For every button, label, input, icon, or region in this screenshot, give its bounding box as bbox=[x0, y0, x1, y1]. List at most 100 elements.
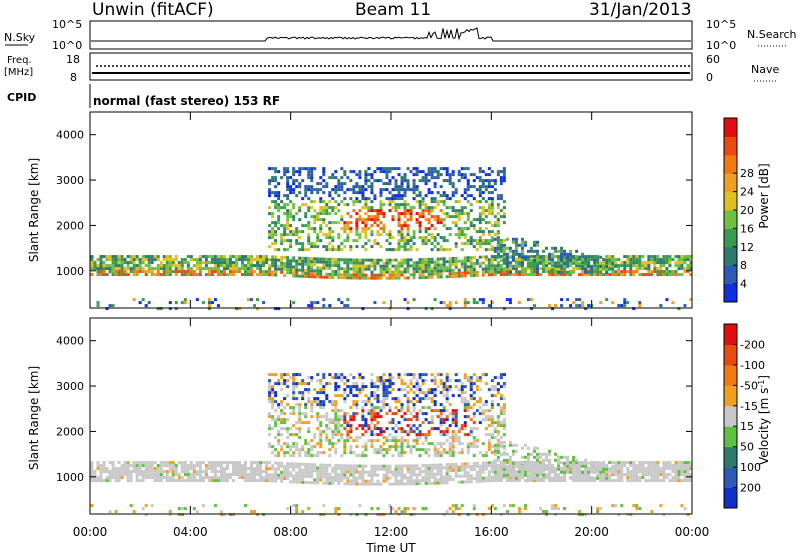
data-cell bbox=[337, 473, 341, 477]
data-cell bbox=[219, 476, 223, 480]
data-cell bbox=[379, 379, 383, 383]
data-cell bbox=[469, 442, 473, 446]
data-cell bbox=[499, 182, 503, 186]
data-cell bbox=[517, 470, 521, 474]
data-cell bbox=[343, 421, 347, 425]
data-cell bbox=[388, 445, 392, 449]
data-cell bbox=[523, 461, 527, 465]
data-cell bbox=[689, 467, 693, 471]
data-cell bbox=[629, 476, 633, 480]
data-cell bbox=[111, 461, 115, 465]
data-cell bbox=[662, 461, 666, 465]
data-cell bbox=[487, 479, 491, 483]
data-cell bbox=[472, 197, 476, 201]
data-cell bbox=[439, 263, 443, 267]
data-cell bbox=[478, 200, 482, 204]
data-cell bbox=[490, 191, 494, 195]
colorbar-segment bbox=[724, 265, 737, 285]
data-cell bbox=[346, 298, 350, 302]
data-cell bbox=[322, 385, 326, 389]
data-cell bbox=[361, 451, 365, 455]
data-cell bbox=[397, 388, 401, 392]
data-cell bbox=[445, 269, 449, 273]
data-cell bbox=[355, 476, 359, 480]
data-cell bbox=[277, 442, 281, 446]
data-cell bbox=[352, 376, 356, 380]
data-cell bbox=[114, 255, 118, 259]
ytick-label: 1000 bbox=[56, 265, 84, 278]
data-cell bbox=[144, 513, 148, 517]
data-cell bbox=[298, 262, 302, 266]
data-cell bbox=[442, 200, 446, 204]
data-cell bbox=[481, 273, 485, 277]
data-cell bbox=[174, 255, 178, 259]
data-cell bbox=[373, 301, 377, 305]
data-cell bbox=[316, 418, 320, 422]
data-cell bbox=[433, 215, 437, 219]
data-cell bbox=[186, 479, 190, 483]
data-cell bbox=[313, 230, 317, 234]
data-cell bbox=[352, 479, 356, 483]
data-cell bbox=[415, 267, 419, 271]
data-cell bbox=[566, 461, 570, 465]
data-cell bbox=[463, 268, 467, 272]
data-cell bbox=[403, 179, 407, 183]
data-cell bbox=[499, 248, 503, 252]
data-cell bbox=[469, 173, 473, 177]
data-cell bbox=[216, 267, 220, 271]
data-cell bbox=[505, 464, 509, 468]
data-cell bbox=[376, 427, 380, 431]
data-cell bbox=[418, 264, 422, 268]
data-cell bbox=[370, 415, 374, 419]
data-cell bbox=[430, 176, 434, 180]
data-cell bbox=[204, 258, 208, 262]
data-cell bbox=[352, 264, 356, 268]
data-cell bbox=[502, 243, 506, 247]
data-cell bbox=[337, 273, 341, 277]
data-cell bbox=[144, 258, 148, 262]
data-cell bbox=[620, 473, 624, 477]
data-cell bbox=[198, 270, 202, 274]
data-cell bbox=[520, 264, 524, 268]
data-cell bbox=[319, 188, 323, 192]
data-cell bbox=[358, 391, 362, 395]
data-cell bbox=[487, 424, 491, 428]
data-cell bbox=[656, 255, 660, 259]
data-cell bbox=[575, 464, 579, 468]
data-cell bbox=[406, 470, 410, 474]
data-cell bbox=[406, 179, 410, 183]
data-cell bbox=[430, 209, 434, 213]
data-cell bbox=[388, 421, 392, 425]
data-cell bbox=[168, 479, 172, 483]
data-cell bbox=[319, 421, 323, 425]
data-cell bbox=[295, 274, 299, 278]
data-cell bbox=[602, 258, 606, 262]
data-cell bbox=[129, 476, 133, 480]
data-cell bbox=[280, 403, 284, 407]
data-cell bbox=[608, 479, 612, 483]
data-cell bbox=[508, 267, 512, 271]
data-cell bbox=[424, 466, 428, 470]
data-cell bbox=[499, 412, 503, 416]
data-cell bbox=[560, 479, 564, 483]
data-cell bbox=[355, 406, 359, 410]
data-cell bbox=[677, 273, 681, 277]
data-cell bbox=[505, 298, 509, 302]
data-cell bbox=[222, 267, 226, 271]
data-cell bbox=[433, 427, 437, 431]
data-cell bbox=[93, 473, 97, 477]
data-cell bbox=[352, 418, 356, 422]
data-cell bbox=[584, 458, 588, 462]
data-cell bbox=[406, 482, 410, 486]
data-cell bbox=[286, 227, 290, 231]
data-cell bbox=[171, 473, 175, 477]
data-cell bbox=[274, 267, 278, 271]
data-cell bbox=[409, 258, 413, 262]
data-cell bbox=[674, 255, 678, 259]
data-cell bbox=[265, 461, 269, 465]
data-cell bbox=[409, 412, 413, 416]
data-cell bbox=[430, 257, 434, 261]
data-cell bbox=[108, 270, 112, 274]
data-cell bbox=[421, 267, 425, 271]
data-cell bbox=[623, 267, 627, 271]
